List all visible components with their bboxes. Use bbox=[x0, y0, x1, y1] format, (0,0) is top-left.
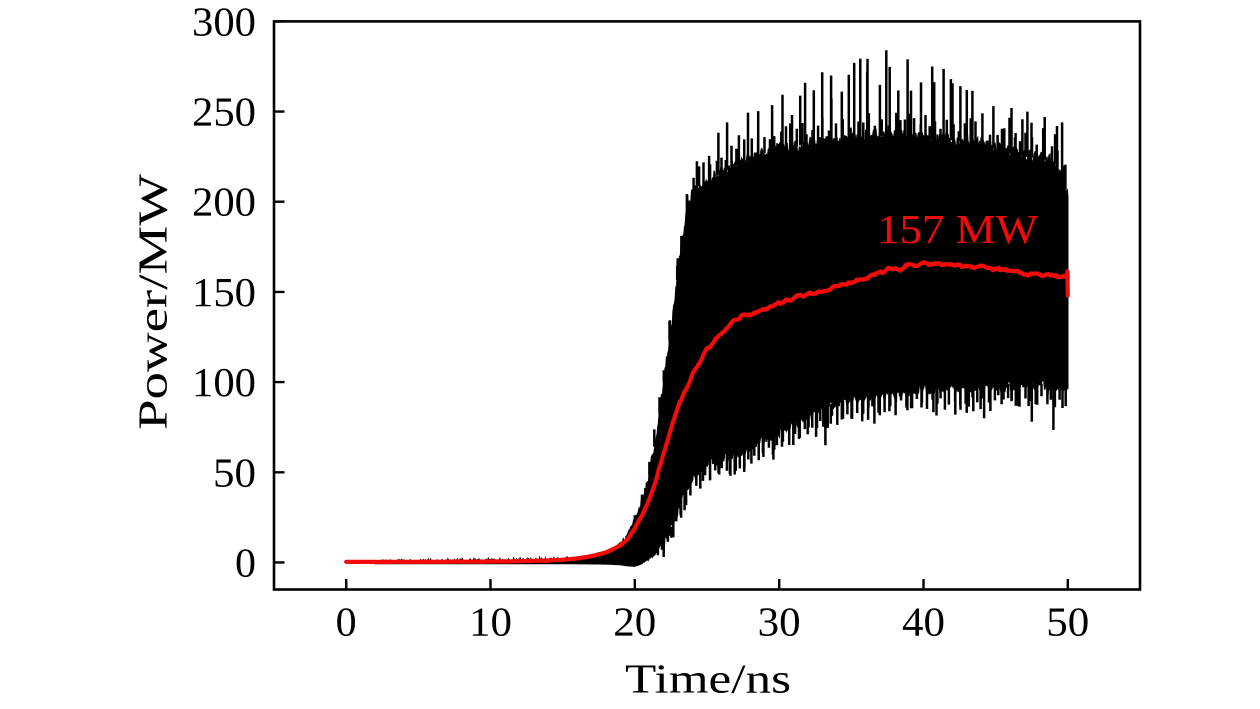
svg-text:10: 10 bbox=[469, 599, 512, 645]
svg-text:30: 30 bbox=[758, 599, 801, 645]
svg-text:150: 150 bbox=[192, 269, 256, 315]
svg-text:100: 100 bbox=[192, 359, 256, 405]
svg-text:250: 250 bbox=[192, 89, 256, 135]
svg-text:0: 0 bbox=[336, 599, 357, 645]
svg-text:157 MW: 157 MW bbox=[877, 206, 1038, 252]
svg-text:20: 20 bbox=[613, 599, 656, 645]
svg-text:300: 300 bbox=[192, 0, 256, 44]
svg-text:200: 200 bbox=[192, 179, 256, 225]
svg-text:50: 50 bbox=[213, 449, 256, 495]
svg-text:Time/ns: Time/ns bbox=[625, 656, 791, 702]
svg-text:Power/MW: Power/MW bbox=[130, 174, 176, 430]
svg-text:0: 0 bbox=[235, 539, 256, 585]
svg-text:40: 40 bbox=[902, 599, 945, 645]
svg-text:50: 50 bbox=[1046, 599, 1089, 645]
